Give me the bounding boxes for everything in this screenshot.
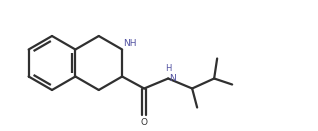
Text: NH: NH bbox=[123, 40, 137, 48]
Text: H: H bbox=[165, 64, 171, 72]
Text: N: N bbox=[169, 74, 176, 83]
Text: O: O bbox=[141, 118, 148, 127]
